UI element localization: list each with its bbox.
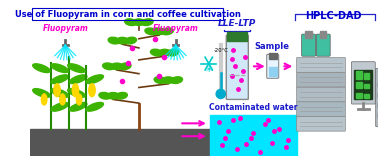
FancyBboxPatch shape	[297, 116, 345, 131]
Ellipse shape	[125, 37, 136, 44]
Ellipse shape	[150, 49, 162, 56]
Ellipse shape	[33, 89, 50, 97]
Bar	[364, 84, 369, 88]
FancyBboxPatch shape	[316, 34, 330, 56]
Ellipse shape	[70, 102, 87, 111]
Ellipse shape	[103, 63, 115, 70]
Text: *: *	[206, 65, 212, 78]
Bar	[210, 115, 297, 156]
FancyBboxPatch shape	[376, 69, 378, 126]
Bar	[30, 129, 210, 156]
Ellipse shape	[161, 28, 174, 35]
Ellipse shape	[167, 49, 179, 56]
Ellipse shape	[70, 75, 87, 84]
Bar	[354, 70, 372, 99]
Bar	[356, 71, 363, 79]
Ellipse shape	[86, 102, 104, 111]
FancyBboxPatch shape	[302, 34, 316, 56]
Ellipse shape	[107, 93, 119, 99]
Ellipse shape	[68, 89, 85, 97]
Bar	[227, 32, 248, 42]
Ellipse shape	[159, 49, 170, 56]
Ellipse shape	[154, 77, 166, 83]
Ellipse shape	[72, 84, 79, 97]
Text: -20°C: -20°C	[213, 48, 228, 52]
Ellipse shape	[108, 37, 120, 44]
Ellipse shape	[68, 64, 85, 73]
Ellipse shape	[51, 89, 68, 97]
FancyBboxPatch shape	[297, 87, 345, 102]
Bar	[356, 93, 363, 98]
Ellipse shape	[42, 94, 47, 105]
Ellipse shape	[141, 19, 153, 26]
Bar	[268, 67, 277, 76]
FancyBboxPatch shape	[297, 58, 345, 72]
Ellipse shape	[116, 92, 127, 99]
Ellipse shape	[60, 94, 65, 105]
Ellipse shape	[51, 64, 68, 73]
Bar	[305, 31, 312, 38]
Bar	[364, 73, 369, 79]
FancyBboxPatch shape	[351, 62, 375, 104]
Bar	[356, 82, 363, 88]
Ellipse shape	[76, 94, 82, 105]
Text: Use of Fluopyram in corn and coffee cultivation: Use of Fluopyram in corn and coffee cult…	[15, 10, 241, 19]
Ellipse shape	[89, 84, 95, 97]
Ellipse shape	[133, 19, 145, 25]
Ellipse shape	[119, 63, 131, 70]
Ellipse shape	[51, 102, 68, 111]
Ellipse shape	[116, 37, 128, 44]
Text: LLE-LTP: LLE-LTP	[218, 19, 257, 28]
Ellipse shape	[162, 77, 174, 83]
FancyBboxPatch shape	[226, 35, 248, 99]
Text: Fluopyram: Fluopyram	[153, 24, 198, 33]
Ellipse shape	[99, 92, 111, 99]
Bar	[364, 94, 369, 98]
FancyBboxPatch shape	[297, 72, 345, 87]
Text: Fluopyram: Fluopyram	[42, 24, 88, 33]
Circle shape	[216, 89, 225, 98]
Ellipse shape	[145, 28, 157, 35]
Text: Sample: Sample	[255, 42, 290, 51]
Ellipse shape	[111, 63, 123, 70]
Bar	[268, 53, 277, 59]
Ellipse shape	[54, 84, 60, 97]
Bar	[320, 31, 327, 38]
Text: HPLC-DAD: HPLC-DAD	[305, 11, 362, 21]
Ellipse shape	[51, 75, 68, 84]
Ellipse shape	[153, 28, 165, 35]
Text: Contaminated water: Contaminated water	[209, 103, 297, 112]
Ellipse shape	[33, 64, 50, 73]
Ellipse shape	[171, 77, 183, 83]
FancyBboxPatch shape	[267, 54, 279, 78]
FancyBboxPatch shape	[297, 102, 345, 116]
Ellipse shape	[125, 19, 136, 26]
Ellipse shape	[86, 75, 104, 84]
